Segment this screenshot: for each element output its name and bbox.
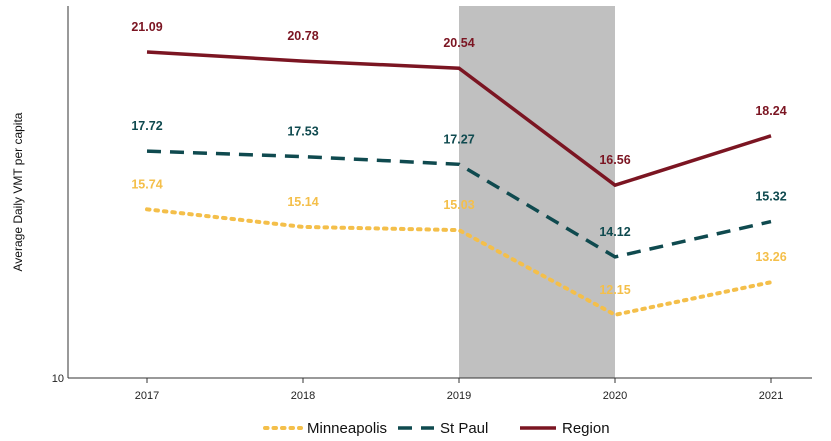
highlight-band [459, 6, 615, 378]
legend: Minneapolis St Paul Region [263, 420, 610, 437]
data-label: 12.15 [599, 283, 630, 297]
x-tick-label: 2018 [291, 390, 315, 402]
x-tick-label: 2019 [447, 390, 471, 402]
data-labels: 15.74 15.14 15.03 12.15 13.26 17.72 17.53 17.27… [131, 20, 786, 297]
data-label: 15.03 [443, 198, 474, 212]
y-tick-label: 10 [52, 373, 64, 385]
legend-label: St Paul [440, 420, 488, 437]
x-tick-label: 2021 [759, 390, 783, 402]
x-tick-label: 2020 [603, 390, 627, 402]
data-label: 15.14 [287, 195, 318, 209]
series-line-minneapolis [145, 207, 773, 317]
data-label: 16.56 [599, 153, 630, 167]
data-label: 18.24 [755, 104, 786, 118]
series-line-st-paul [146, 149, 772, 259]
data-label: 17.27 [443, 132, 474, 146]
x-tick-label: 2017 [135, 390, 159, 402]
data-label: 20.54 [443, 36, 474, 50]
legend-label: Minneapolis [307, 420, 387, 437]
data-label: 21.09 [131, 20, 162, 34]
data-label: 13.26 [755, 250, 786, 264]
data-label: 17.53 [287, 125, 318, 139]
data-label: 17.72 [131, 119, 162, 133]
legend-label: Region [562, 420, 610, 437]
data-label: 15.32 [755, 190, 786, 204]
y-axis-label: Average Daily VMT per capita [11, 112, 25, 271]
data-label: 15.74 [131, 177, 162, 191]
series-lines [145, 50, 773, 317]
data-label: 20.78 [287, 29, 318, 43]
data-label: 14.12 [599, 225, 630, 239]
series-line-region [146, 50, 772, 188]
x-ticks: 2017 2018 2019 2020 2021 [135, 378, 783, 402]
